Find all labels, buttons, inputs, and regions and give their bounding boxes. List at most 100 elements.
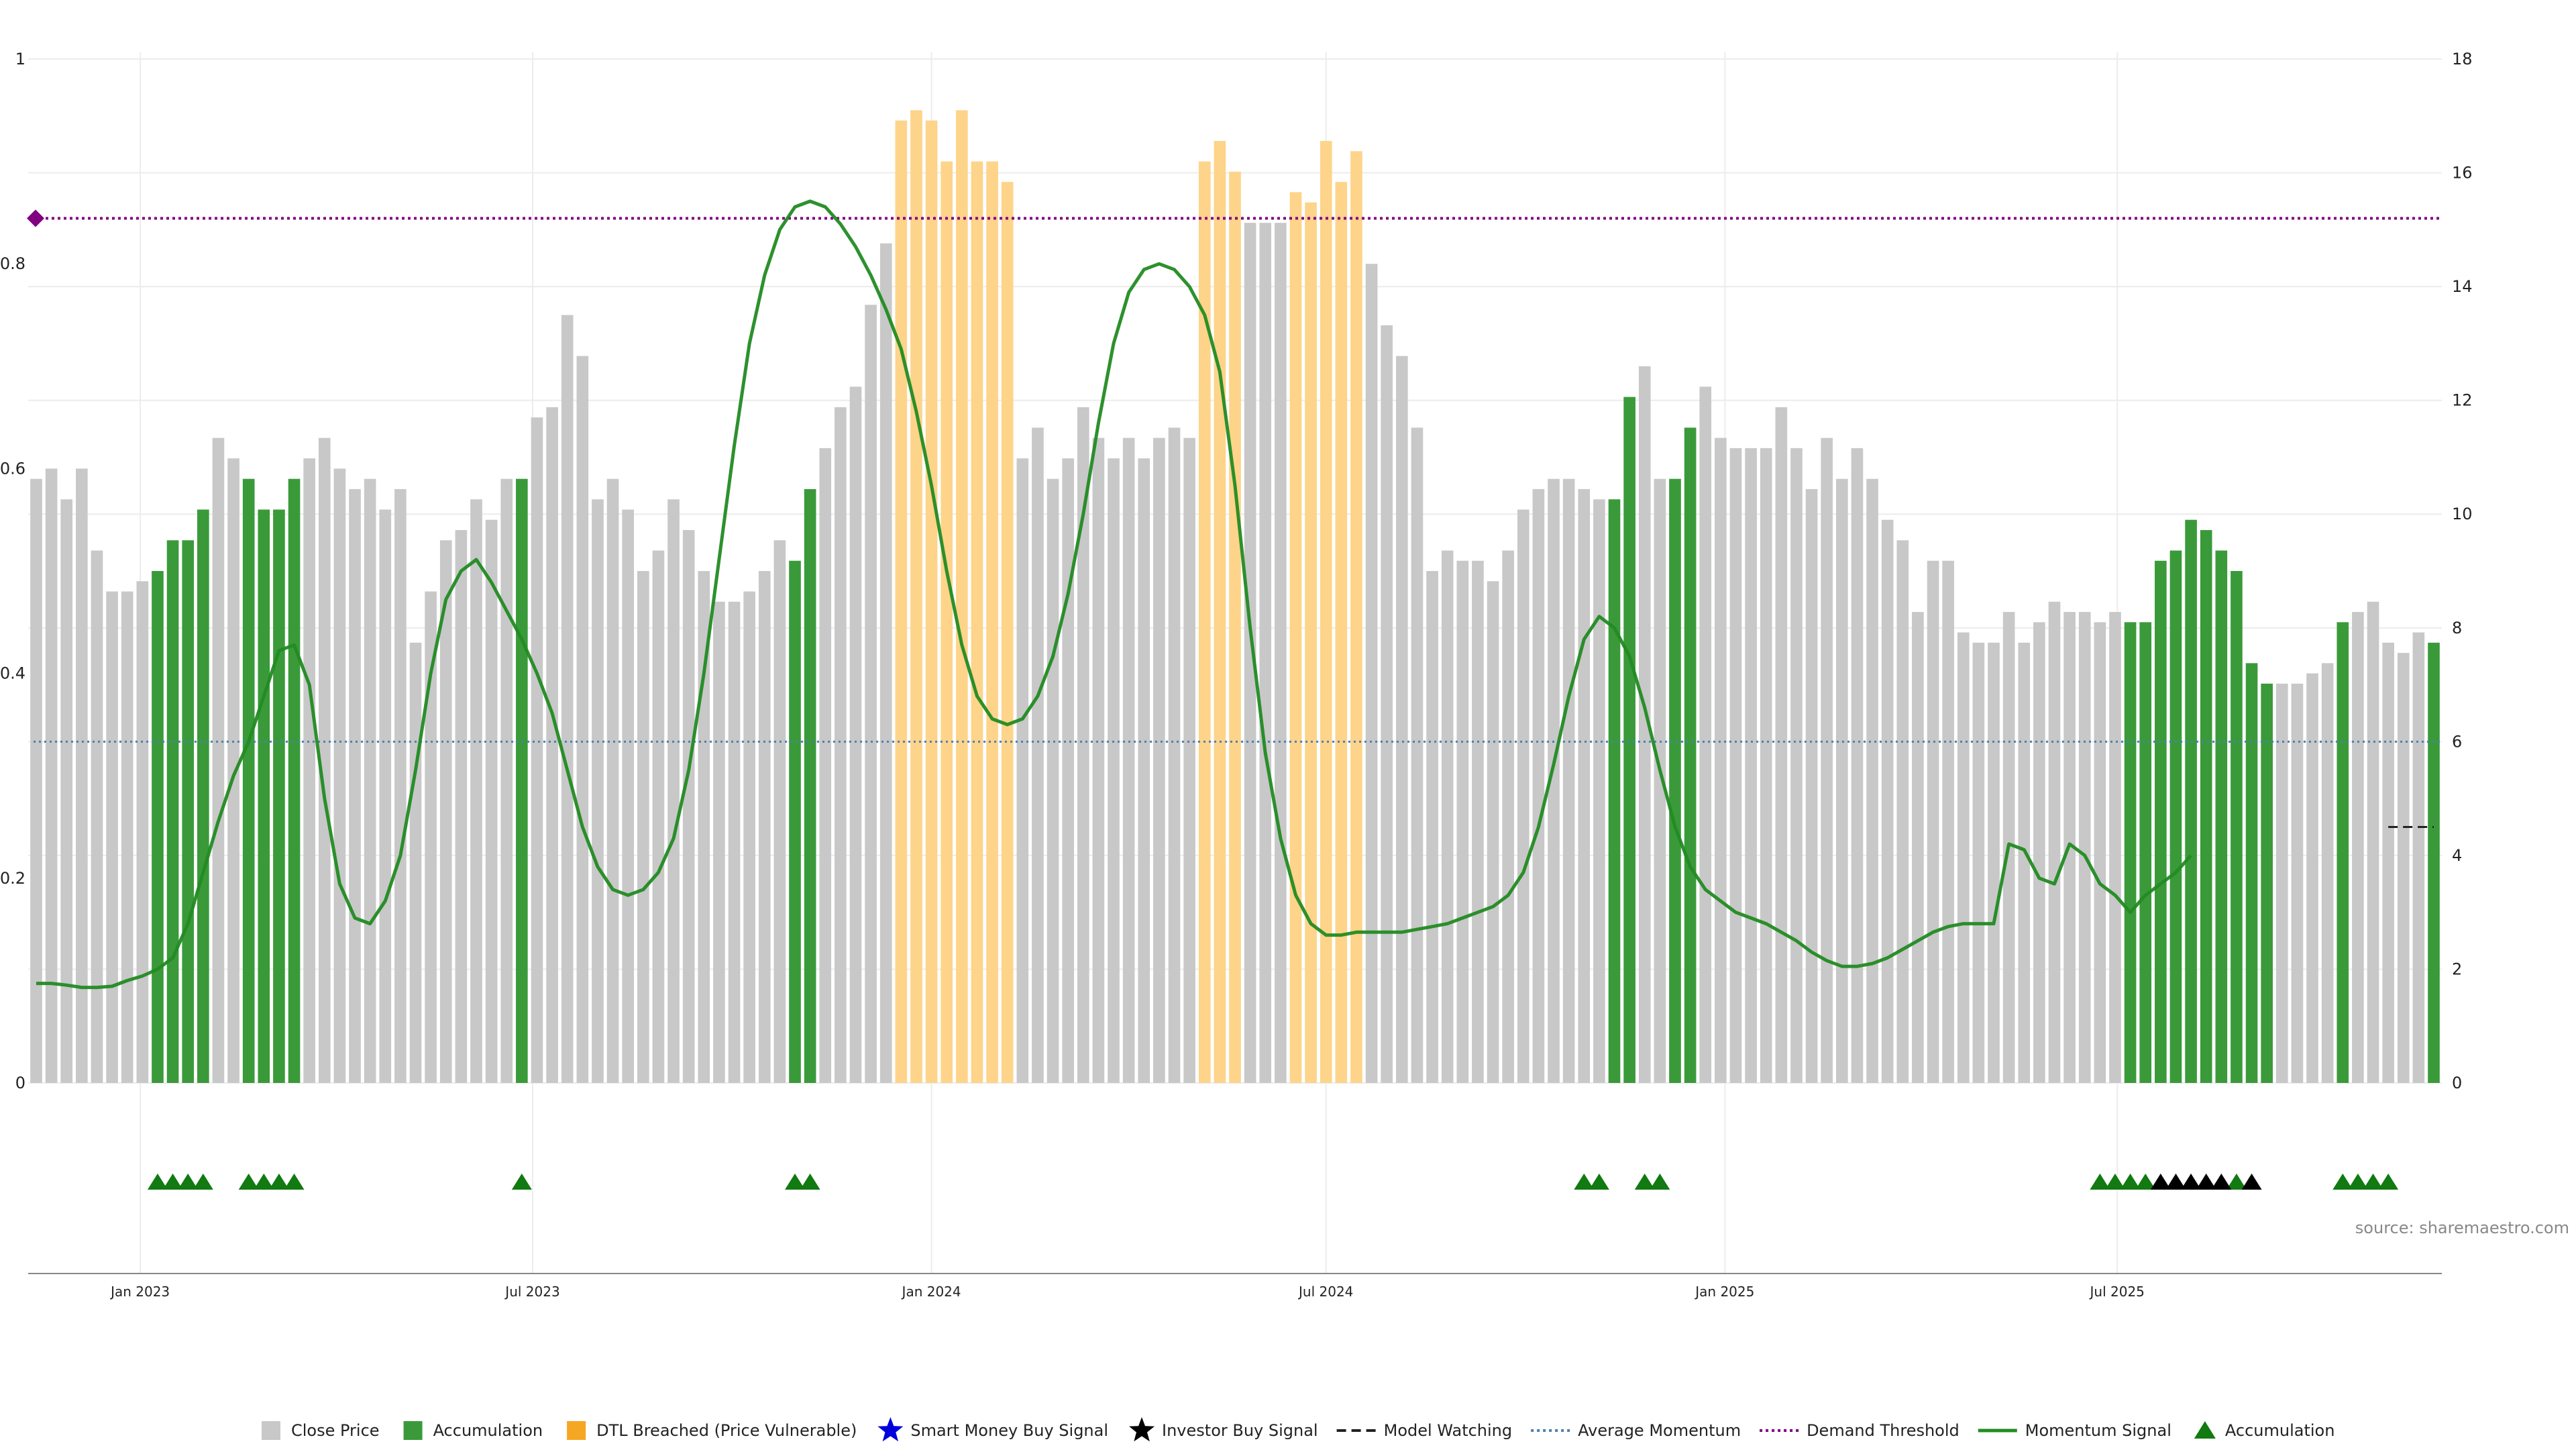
close-price-bar — [303, 458, 315, 1083]
close-price-bar — [45, 468, 58, 1083]
close-price-bar — [76, 468, 88, 1083]
accumulation-bar — [2185, 519, 2197, 1083]
close-price-bar — [1775, 407, 1788, 1083]
close-price-bar — [1046, 478, 1059, 1083]
close-price-bar — [622, 509, 635, 1083]
right-axis-tick: 18 — [2452, 50, 2473, 68]
close-price-bar — [592, 499, 604, 1083]
close-price-bar — [1835, 478, 1848, 1083]
dtl-breached-bar — [1198, 161, 1211, 1084]
signal-markers — [147, 1174, 2399, 1190]
close-price-bar — [91, 550, 103, 1083]
close-price-bar — [743, 591, 755, 1083]
legend-close-price-label: Close Price — [291, 1421, 380, 1440]
left-axis-tick: 0.4 — [0, 664, 25, 683]
accumulation-bar — [2215, 550, 2228, 1083]
accumulation-bar — [2124, 622, 2137, 1083]
accumulation-marker — [268, 1174, 289, 1190]
investor-marker — [2165, 1174, 2186, 1190]
accumulation-bar — [2231, 571, 2243, 1083]
close-price-bar — [30, 478, 42, 1083]
close-price-bar — [318, 437, 331, 1083]
legend-momentum-signal-label: Momentum Signal — [2025, 1421, 2171, 1440]
close-price-bar — [60, 499, 73, 1083]
chart-legend: Close Price Accumulation DTL Breached (Pri… — [262, 1417, 2334, 1442]
close-price-bar — [849, 386, 862, 1083]
close-price-bar — [667, 499, 680, 1083]
close-price-bar — [1942, 560, 1954, 1083]
dtl-breached-bar — [1001, 182, 1014, 1083]
close-price-bar — [1745, 448, 1757, 1083]
close-price-bar — [212, 437, 225, 1083]
close-price-bar — [1988, 642, 2000, 1083]
accumulation-marker — [238, 1174, 259, 1190]
close-price-bar — [2094, 622, 2106, 1083]
close-price-bar — [2048, 601, 2061, 1083]
close-price-bar — [606, 478, 619, 1083]
right-axis-tick: 6 — [2452, 732, 2462, 751]
legend-model-watching-label: Model Watching — [1384, 1421, 1513, 1440]
dtl-breached-bar — [925, 120, 938, 1083]
close-price-bar — [1548, 478, 1560, 1083]
close-price-bar — [1896, 540, 1909, 1083]
close-price-bar — [1487, 581, 1499, 1083]
accumulation-bar — [288, 478, 301, 1083]
right-axis-tick: 2 — [2452, 960, 2462, 978]
close-price-bar — [1517, 509, 1529, 1083]
accumulation-marker — [2104, 1174, 2125, 1190]
close-price-bar — [364, 478, 376, 1083]
close-price-bar — [2397, 653, 2410, 1083]
close-price-bar — [1062, 458, 1074, 1083]
close-price-bar — [546, 407, 558, 1083]
close-price-bar — [455, 529, 468, 1083]
dtl-breached-bar — [1320, 141, 1332, 1084]
close-price-bar — [1077, 407, 1089, 1083]
close-price-bar — [2078, 612, 2091, 1083]
close-price-bar — [1578, 488, 1591, 1083]
close-price-bar — [1805, 488, 1818, 1083]
legend-investor-label: Investor Buy Signal — [1162, 1421, 1318, 1440]
close-price-bar — [1365, 264, 1378, 1084]
accumulation-bar — [516, 478, 528, 1083]
legend-average-momentum-label: Average Momentum — [1578, 1421, 1741, 1440]
accumulation-bar — [258, 509, 270, 1083]
accumulation-marker — [178, 1174, 199, 1190]
close-price-bar — [835, 407, 847, 1083]
accumulation-marker — [193, 1174, 213, 1190]
close-price-bar — [2306, 673, 2318, 1083]
momentum-signal-line — [36, 199, 2192, 990]
legend-dtl-breached-swatch — [567, 1421, 586, 1440]
right-axis-tick: 16 — [2452, 164, 2473, 183]
accumulation-bar — [789, 560, 801, 1083]
right-axis-tick: 12 — [2452, 391, 2473, 410]
accumulation-bar — [1684, 427, 1697, 1083]
close-price-bar — [879, 243, 892, 1084]
legend-accumulation-marker-triangle-icon — [2194, 1421, 2216, 1439]
investor-marker — [2241, 1174, 2262, 1190]
close-price-bar — [713, 601, 725, 1083]
close-price-bar — [2291, 683, 2304, 1083]
right-axis-tick: 0 — [2452, 1074, 2462, 1092]
close-price-bar — [439, 540, 452, 1083]
close-price-bar — [409, 642, 422, 1083]
close-price-bar — [682, 529, 695, 1083]
accumulation-marker — [2363, 1174, 2383, 1190]
source-label: source: sharemaestro.com — [2355, 1218, 2569, 1237]
accumulation-marker — [162, 1174, 183, 1190]
close-price-bar — [819, 448, 832, 1083]
accumulation-bar — [804, 488, 816, 1083]
left-axis-tick: 0.6 — [0, 459, 25, 478]
close-price-bar — [1032, 427, 1044, 1083]
close-price-bar — [470, 499, 482, 1083]
accumulation-marker — [147, 1174, 168, 1190]
close-price-bar — [1851, 448, 1864, 1083]
x-tick-label: Jan 2023 — [109, 1284, 170, 1300]
close-price-bar — [2018, 642, 2031, 1083]
close-price-bar — [1275, 223, 1287, 1083]
right-axis-tick: 4 — [2452, 846, 2462, 865]
close-price-bar — [227, 458, 239, 1083]
close-price-bar — [531, 417, 543, 1083]
reference-lines — [27, 199, 2442, 990]
x-tick-label: Jul 2025 — [2089, 1284, 2145, 1300]
close-price-bar — [1441, 550, 1454, 1083]
